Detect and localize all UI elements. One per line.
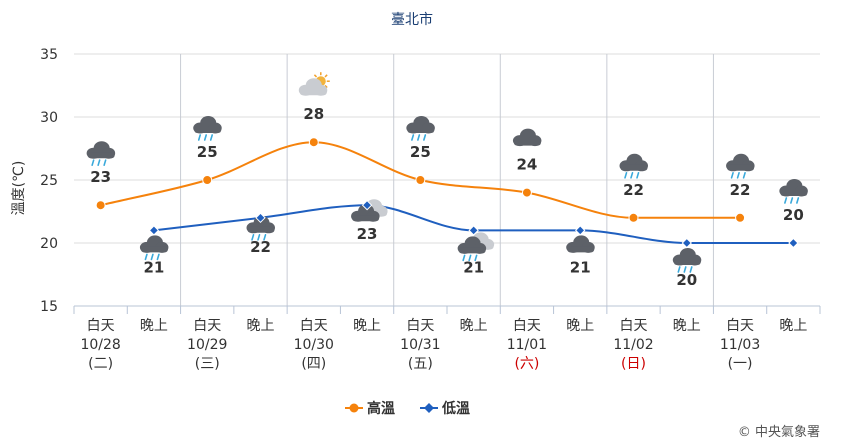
chart-title: 臺北市 xyxy=(391,11,433,28)
legend-label: 高溫 xyxy=(367,400,395,417)
rain-cloud-icon xyxy=(86,141,116,166)
high-temp-point xyxy=(628,212,639,223)
data-label: 21 xyxy=(463,258,484,276)
x-tick-weekday: (五) xyxy=(408,356,433,372)
credit-text: © 中央氣象署 xyxy=(738,425,820,440)
low-temp-point xyxy=(361,199,373,211)
x-tick-period: 白天 xyxy=(620,318,648,334)
rain-cloud-icon xyxy=(193,116,222,141)
high-temp-point xyxy=(308,137,319,148)
low-temp-point xyxy=(681,237,692,249)
x-tick-period: 晚上 xyxy=(779,318,807,334)
data-label: 22 xyxy=(623,181,644,199)
low-temp-point xyxy=(788,237,799,249)
x-tick-period: 晚上 xyxy=(247,318,275,334)
high-temp-point xyxy=(521,187,532,198)
rain-cloud-icon xyxy=(406,116,435,141)
y-tick-label: 15 xyxy=(40,299,58,315)
y-tick-label: 35 xyxy=(40,47,58,63)
x-tick-weekday: (日) xyxy=(621,356,646,372)
data-label: 22 xyxy=(250,238,271,256)
x-tick-period: 白天 xyxy=(406,318,434,334)
y-tick-label: 30 xyxy=(40,110,58,126)
high-temp-point xyxy=(735,212,746,223)
legend-item-1[interactable]: 低溫 xyxy=(420,400,470,417)
x-tick-date: 10/28 xyxy=(80,337,120,353)
high-temp-point xyxy=(202,175,213,185)
series-markers xyxy=(95,137,799,249)
data-label: 22 xyxy=(730,181,751,199)
x-tick-period: 晚上 xyxy=(140,318,168,334)
legend-marker xyxy=(424,403,434,413)
overcast-cloud-icon xyxy=(512,128,542,147)
low-temp-point xyxy=(255,212,266,224)
x-tick-period: 白天 xyxy=(193,318,221,334)
x-tick-weekday: (四) xyxy=(301,356,326,372)
x-tick-date: 10/31 xyxy=(400,337,440,353)
legend-marker xyxy=(349,403,359,413)
x-tick-period: 白天 xyxy=(87,318,115,334)
x-tick-date: 11/01 xyxy=(507,337,547,353)
rain-cloud-icon xyxy=(139,235,169,261)
legend[interactable]: 高溫 低溫 xyxy=(345,400,470,417)
data-label: 20 xyxy=(676,271,697,289)
x-tick-weekday: (三) xyxy=(195,356,220,372)
x-tick-period: 白天 xyxy=(726,318,754,334)
data-label: 25 xyxy=(197,143,218,161)
x-tick-period: 晚上 xyxy=(566,318,594,334)
data-label: 20 xyxy=(783,206,804,224)
cloudy-showers-icon xyxy=(457,232,495,262)
x-tick-period: 晚上 xyxy=(353,318,381,334)
x-tick-weekday: (二) xyxy=(88,356,113,372)
rain-cloud-icon xyxy=(619,153,648,179)
x-tick-period: 晚上 xyxy=(460,318,488,334)
low-temp-point xyxy=(575,225,586,236)
x-tick-date: 10/30 xyxy=(294,337,334,353)
rain-cloud-icon xyxy=(672,248,702,273)
partly-cloudy-night-icon xyxy=(351,199,388,222)
grid xyxy=(74,53,820,307)
data-label: 24 xyxy=(516,156,537,174)
rain-cloud-icon xyxy=(726,153,755,179)
partly-sunny-cloud-icon xyxy=(298,72,330,96)
overcast-cloud-icon xyxy=(566,235,595,253)
data-label: 23 xyxy=(357,225,378,243)
rain-cloud-icon xyxy=(779,179,808,204)
x-tick-period: 白天 xyxy=(300,318,328,334)
data-label: 21 xyxy=(570,258,591,276)
high-temp-point xyxy=(415,175,426,185)
legend-label: 低溫 xyxy=(441,400,470,417)
y-tick-label: 20 xyxy=(40,236,58,252)
data-label: 25 xyxy=(410,143,431,161)
data-label: 21 xyxy=(143,258,164,276)
y-axis-label: 溫度(℃) xyxy=(11,161,27,216)
x-tick-weekday: (一) xyxy=(728,356,753,372)
y-axis: 15 20 25 30 35 xyxy=(40,47,58,315)
x-tick-period: 白天 xyxy=(513,318,541,334)
low-temp-point xyxy=(148,225,160,236)
low-temp-point xyxy=(468,225,479,236)
data-label: 28 xyxy=(303,105,324,123)
x-tick-date: 11/03 xyxy=(720,337,760,353)
data-labels: 23 21 25 22 28 23 25 21 24 21 22 20 22 20 xyxy=(90,105,804,289)
y-tick-label: 25 xyxy=(40,173,58,189)
x-tick-period: 晚上 xyxy=(673,318,701,334)
high-temp-point xyxy=(95,200,106,211)
x-tick-weekday: (六) xyxy=(514,356,539,372)
x-axis: 白天 10/28 (二) 晚上 白天 10/29 (三) 晚上 白天 10/30 (四) 晚上 白天 10… xyxy=(73,305,821,372)
legend-item-0[interactable]: 高溫 xyxy=(345,400,395,417)
data-label: 23 xyxy=(90,168,111,186)
x-tick-date: 10/29 xyxy=(187,337,227,353)
x-tick-date: 11/02 xyxy=(613,337,653,353)
